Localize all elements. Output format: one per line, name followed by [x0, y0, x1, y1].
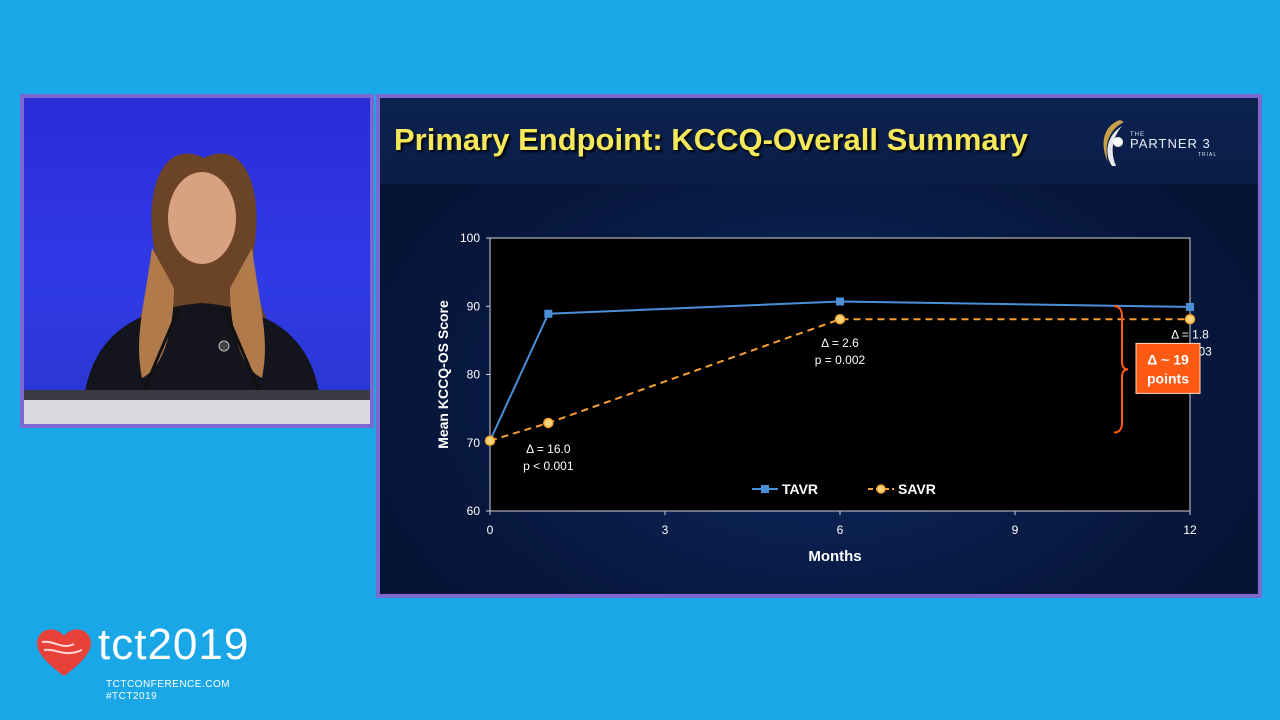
speaker-video — [24, 98, 370, 424]
legend-label-savr: SAVR — [898, 481, 936, 497]
y-tick-label: 90 — [467, 299, 481, 313]
partner-3-trial-logo: THE PARTNER 3 TRIAL — [1098, 114, 1228, 180]
data-point-tavr — [544, 309, 553, 318]
tct-branding: tct2019 TCTCONFERENCE.COM #TCT2019 — [34, 620, 284, 704]
brand-hashtag: #TCT2019 — [106, 691, 158, 702]
x-tick-label: 0 — [487, 523, 494, 537]
slide: Primary Endpoint: KCCQ-Overall Summary T… — [380, 98, 1258, 594]
logo-partner-text: PARTNER 3 — [1130, 136, 1211, 151]
legend-marker-savr — [876, 484, 886, 494]
callout-box — [1135, 342, 1201, 394]
heart-logo-icon — [37, 629, 91, 676]
x-tick-label: 9 — [1012, 523, 1019, 537]
series-line-tavr — [489, 300, 1191, 442]
partner-swoosh-icon — [1103, 120, 1124, 166]
plot-area — [489, 237, 1191, 512]
legend-marker-tavr — [761, 485, 769, 493]
data-point-savr — [543, 417, 554, 429]
x-tick-label: 3 — [662, 523, 669, 537]
y-tick-label: 70 — [467, 436, 481, 450]
y-tick-label: 80 — [467, 368, 481, 382]
data-point-savr — [484, 435, 496, 446]
x-tick-label: 6 — [837, 523, 844, 537]
series-line-savr — [489, 318, 1190, 442]
callout-delta-text: Δ ~ 19 — [1147, 351, 1189, 367]
data-point-tavr — [1186, 302, 1194, 311]
slide-frame: Primary Endpoint: KCCQ-Overall Summary T… — [376, 94, 1262, 598]
brand-name: tct2019 — [98, 620, 250, 669]
data-point-savr — [1184, 313, 1196, 325]
data-point-tavr — [836, 297, 844, 306]
speaker-figure — [24, 153, 370, 424]
data-point-savr — [834, 313, 846, 325]
x-tick-label: 12 — [1183, 523, 1197, 537]
speaker-video-frame — [20, 94, 374, 428]
annotation-delta: Δ = 1.8 — [1171, 327, 1209, 341]
logo-trial-text: TRIAL — [1198, 152, 1218, 158]
y-tick-label: 100 — [460, 231, 480, 245]
legend-label-tavr: TAVR — [782, 481, 818, 497]
y-axis-label: Mean KCCQ-OS Score — [435, 300, 451, 449]
annotation-delta: Δ = 16.0 — [526, 442, 571, 456]
annotation-delta: Δ = 2.6 — [821, 336, 859, 350]
y-tick-label: 60 — [467, 504, 481, 518]
annotation-p-value: p = 0.002 — [815, 353, 866, 367]
annotation-p-value: p < 0.001 — [523, 459, 574, 473]
kccq-line-chart: 60 70 80 90 100 0 3 6 9 12 Months Mean KCCQ-OS Scor… — [435, 231, 1212, 565]
logo-the-text: THE — [1130, 132, 1145, 138]
callout-points-text: points — [1147, 370, 1189, 386]
slide-title: Primary Endpoint: KCCQ-Overall Summary — [394, 122, 1028, 157]
brand-url-link[interactable]: TCTCONFERENCE.COM — [106, 679, 231, 690]
callout-bracket — [1113, 305, 1129, 434]
x-axis-label: Months — [808, 548, 861, 565]
